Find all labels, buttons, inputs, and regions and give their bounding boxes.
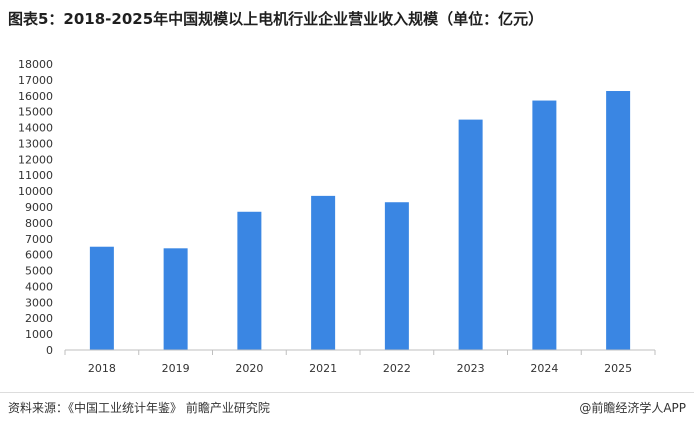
y-tick-label: 9000 <box>25 201 53 214</box>
bar-2022 <box>384 202 409 350</box>
y-tick-label: 3000 <box>25 296 53 309</box>
bar-2019 <box>163 248 188 350</box>
y-tick-label: 18000 <box>18 58 53 71</box>
y-tick-label: 13000 <box>18 137 53 150</box>
y-tick-label: 8000 <box>25 217 53 230</box>
y-tick-label: 7000 <box>25 233 53 246</box>
bar-2025 <box>606 91 631 350</box>
source-note: 资料来源：《中国工业统计年鉴》 前瞻产业研究院 <box>8 401 270 415</box>
x-tick-label: 2022 <box>383 362 411 375</box>
y-tick-label: 0 <box>46 344 53 357</box>
x-tick-label: 2020 <box>235 362 263 375</box>
x-axis-ticks: 2018 2019 2020 2021 2022 2023 2024 2025 <box>64 350 656 375</box>
x-tick-label: 2019 <box>162 362 190 375</box>
y-tick-label: 5000 <box>25 265 53 278</box>
bar-2020 <box>237 211 262 350</box>
footer: 资料来源：《中国工业统计年鉴》 前瞻产业研究院 @前瞻经济学人APP <box>0 392 694 426</box>
x-tick-label: 2021 <box>309 362 337 375</box>
y-tick-label: 6000 <box>25 249 53 262</box>
x-tick-label: 2024 <box>530 362 558 375</box>
y-tick-label: 11000 <box>18 169 53 182</box>
y-tick-label: 17000 <box>18 74 53 87</box>
y-tick-label: 2000 <box>25 312 53 325</box>
x-tick-label: 2018 <box>88 362 116 375</box>
chart-title: 图表5：2018-2025年中国规模以上电机行业企业营业收入规模（单位：亿元） <box>8 10 544 28</box>
bar-2018 <box>89 246 114 350</box>
y-tick-label: 14000 <box>18 122 53 135</box>
bar-2021 <box>311 195 336 350</box>
y-tick-label: 15000 <box>18 106 53 119</box>
y-tick-label: 16000 <box>18 90 53 103</box>
bars <box>89 91 631 351</box>
bar-2024 <box>532 100 557 351</box>
y-tick-label: 1000 <box>25 328 53 341</box>
y-axis-ticks: 0 1000 2000 3000 4000 5000 6000 7000 8000 9000 100… <box>18 58 53 357</box>
brand-label: @前瞻经济学人APP <box>579 401 686 415</box>
bar-2023 <box>458 119 483 350</box>
y-tick-label: 10000 <box>18 185 53 198</box>
y-tick-label: 4000 <box>25 280 53 293</box>
x-tick-label: 2023 <box>457 362 485 375</box>
x-tick-label: 2025 <box>604 362 632 375</box>
y-tick-label: 12000 <box>18 153 53 166</box>
